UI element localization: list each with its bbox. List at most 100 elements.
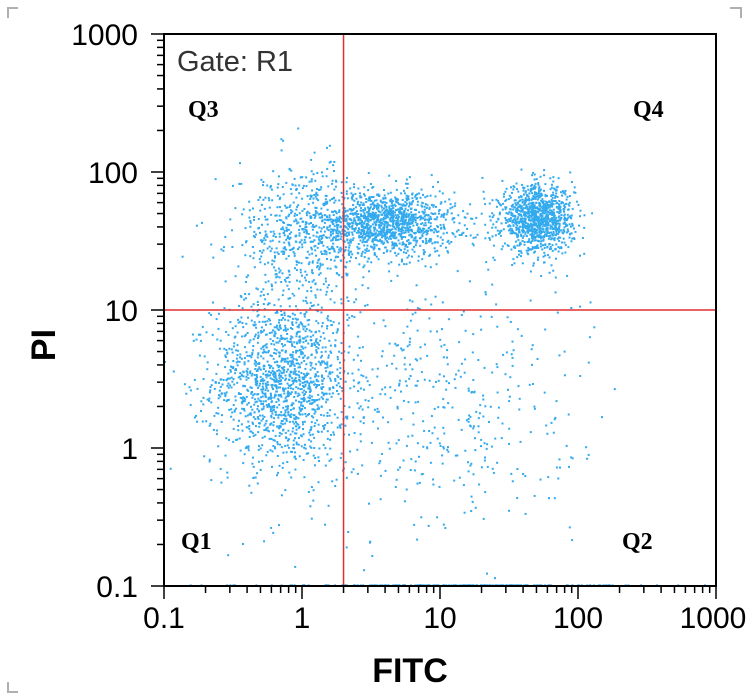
data-point: [511, 264, 514, 266]
data-point: [332, 321, 335, 324]
data-point: [273, 352, 276, 354]
data-point: [265, 343, 268, 346]
data-point: [408, 234, 411, 237]
data-point: [512, 208, 515, 211]
data-point: [477, 417, 480, 420]
data-point: [523, 203, 526, 206]
data-point: [519, 440, 522, 443]
data-point: [368, 384, 371, 386]
data-point: [317, 303, 320, 306]
data-point: [537, 217, 539, 220]
data-point: [528, 238, 531, 241]
data-point: [382, 319, 385, 322]
data-point: [318, 239, 321, 242]
data-point: [534, 193, 537, 196]
data-point: [471, 217, 474, 220]
data-point: [399, 219, 402, 222]
data-point: [272, 388, 274, 390]
data-point: [348, 260, 351, 263]
data-point: [265, 373, 268, 376]
data-point: [312, 334, 315, 337]
data-point: [256, 400, 259, 403]
data-point: [225, 379, 228, 382]
data-point: [193, 378, 196, 381]
data-point: [395, 188, 398, 191]
data-point: [309, 361, 312, 364]
data-point: [314, 249, 317, 252]
data-point: [505, 198, 508, 201]
data-point: [533, 213, 536, 216]
data-point: [269, 240, 272, 243]
data-point: [529, 270, 532, 273]
data-point: [310, 421, 313, 424]
data-point: [325, 398, 328, 401]
data-point: [297, 417, 300, 420]
data-point: [237, 424, 240, 427]
data-point: [363, 569, 366, 572]
data-point: [261, 239, 264, 242]
data-point: [424, 214, 427, 217]
data-point: [434, 212, 437, 215]
data-point: [261, 251, 264, 254]
data-point: [529, 222, 532, 225]
data-point: [560, 216, 563, 219]
data-point: [571, 223, 574, 226]
data-point: [536, 358, 539, 360]
data-point: [554, 248, 557, 251]
data-point: [280, 446, 283, 449]
data-point: [516, 256, 519, 259]
data-point: [363, 388, 365, 391]
data-point: [223, 392, 226, 395]
data-point: [408, 203, 411, 206]
data-point: [563, 350, 566, 353]
data-point: [291, 336, 294, 339]
data-point: [323, 226, 325, 229]
data-point: [422, 249, 425, 252]
data-point: [273, 375, 276, 378]
data-point: [325, 253, 328, 256]
data-point: [387, 209, 390, 212]
data-point: [470, 495, 473, 498]
data-point: [541, 209, 544, 212]
data-point: [539, 222, 542, 225]
data-point: [371, 396, 374, 399]
data-point: [326, 167, 329, 170]
data-point: [325, 290, 328, 293]
data-point: [329, 267, 332, 270]
data-point: [286, 357, 289, 360]
data-point: [531, 344, 534, 347]
data-point: [251, 462, 254, 465]
data-point: [400, 237, 403, 240]
data-point: [446, 250, 449, 253]
data-point: [377, 209, 380, 212]
data-point: [488, 421, 490, 423]
data-point: [494, 437, 497, 440]
data-point: [377, 410, 380, 413]
data-point: [508, 509, 510, 512]
data-point: [339, 367, 342, 370]
data-point: [295, 416, 298, 419]
data-point: [400, 228, 403, 231]
data-point: [359, 420, 362, 423]
data-point: [318, 407, 320, 410]
data-point: [273, 251, 276, 254]
data-point: [504, 208, 507, 211]
data-point: [283, 360, 286, 363]
data-point: [361, 234, 364, 237]
data-point: [318, 343, 320, 346]
data-point: [351, 315, 354, 318]
data-point: [272, 373, 275, 376]
data-point: [521, 208, 524, 211]
data-point: [361, 464, 364, 467]
data-point: [436, 437, 439, 440]
data-point: [376, 219, 379, 221]
data-point: [546, 194, 548, 197]
data-point: [395, 478, 398, 481]
data-point: [327, 356, 330, 359]
data-point: [245, 240, 248, 243]
data-point: [440, 201, 443, 204]
data-point: [494, 577, 496, 580]
data-point: [283, 229, 286, 232]
data-point: [538, 209, 541, 212]
data-point: [338, 209, 341, 212]
